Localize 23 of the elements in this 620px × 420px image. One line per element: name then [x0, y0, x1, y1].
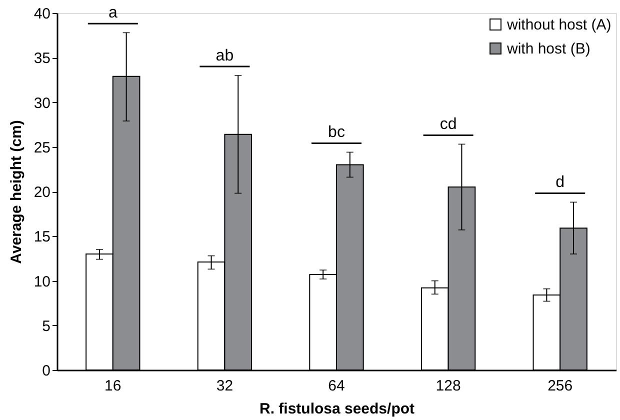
y-tick-label: 10: [34, 273, 50, 290]
annotation: d: [556, 174, 565, 192]
x-tick-label: 256: [548, 378, 573, 394]
legend-label: with host (B): [506, 40, 590, 58]
annotation: ab: [216, 47, 234, 64]
y-axis-title: Average height (cm): [8, 120, 25, 264]
legend-label: without host (A): [506, 16, 612, 34]
y-tick-label: 20: [34, 184, 50, 201]
y-tick-label: 0: [42, 362, 50, 380]
x-tick-label: 128: [436, 378, 461, 394]
y-tick-label: 35: [34, 50, 50, 68]
annotation: bc: [328, 124, 345, 142]
x-tick-label: 32: [216, 378, 234, 394]
y-tick-label: 40: [34, 6, 50, 22]
x-tick-label: 16: [104, 378, 122, 394]
y-tick-label: 5: [42, 318, 50, 335]
annotation: cd: [440, 116, 457, 134]
x-axis-title: R. fistulosa seeds/pot: [259, 400, 415, 418]
y-tick-label: 30: [34, 94, 50, 112]
annotation: a: [108, 4, 118, 22]
y-tick-label: 25: [34, 139, 50, 156]
x-tick-label: 64: [328, 378, 345, 394]
y-tick-label: 15: [34, 228, 50, 246]
